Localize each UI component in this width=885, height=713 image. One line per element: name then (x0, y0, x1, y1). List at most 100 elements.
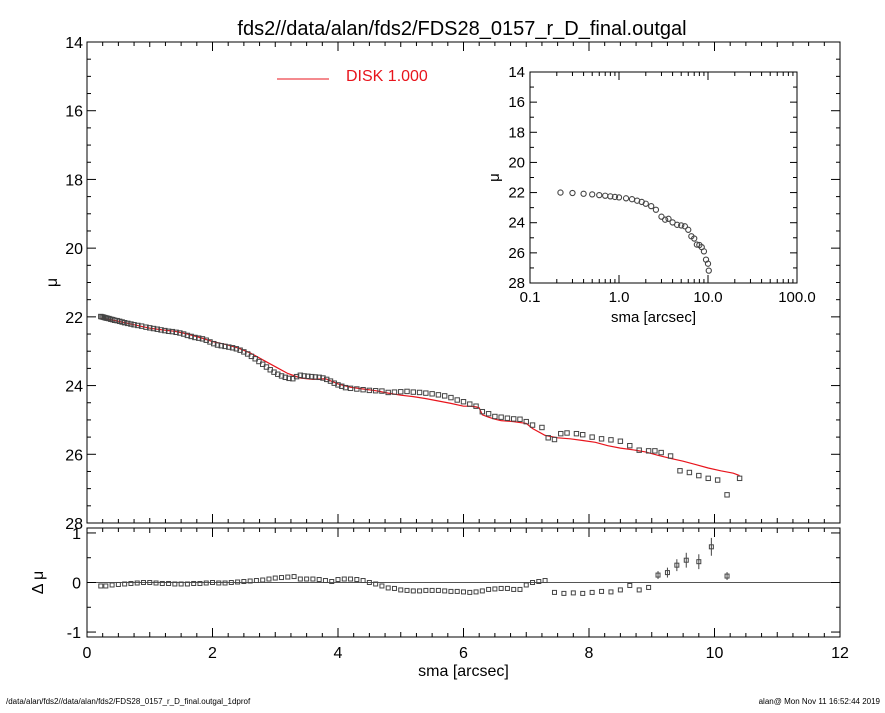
data-point-marker (169, 328, 176, 335)
residual-point-marker (724, 573, 730, 579)
residual-y-tick-label: 0 (72, 576, 81, 593)
residual-point-marker (627, 582, 633, 588)
data-point-marker (135, 322, 141, 329)
main-y-axis-label: μ (44, 278, 61, 287)
data-point-marker (658, 449, 664, 456)
residual-point-marker (517, 586, 523, 592)
data-point-marker (523, 418, 529, 425)
data-point-marker (297, 372, 304, 378)
residual-point-marker (122, 581, 128, 587)
inset-data-marker (681, 223, 689, 230)
data-point-marker (498, 414, 504, 420)
residual-point-marker (172, 581, 178, 587)
data-point-marker (301, 373, 307, 379)
data-point-marker (724, 492, 730, 498)
residual-point-marker (272, 575, 278, 581)
inset-x-tick-label: 0.1 (520, 289, 541, 306)
data-point-marker (252, 356, 258, 362)
residual-point-marker (404, 587, 410, 593)
x-tick-label: 10 (706, 645, 724, 662)
data-point-marker (379, 388, 385, 394)
inset-data-marker (557, 189, 564, 196)
data-point-marker (260, 361, 266, 367)
residual-point-marker (617, 587, 623, 593)
data-point-marker (158, 327, 164, 333)
inset-background (478, 62, 811, 333)
data-point-marker (686, 469, 693, 476)
data-point-marker (339, 383, 345, 389)
main-y-tick-label: 22 (65, 310, 83, 327)
data-point-marker (608, 437, 614, 443)
residual-point-marker (216, 580, 222, 586)
residual-point-marker (115, 581, 121, 587)
data-point-marker (354, 386, 360, 392)
data-point-marker (551, 436, 558, 443)
inset-data-marker (589, 191, 596, 198)
residual-point-marker (454, 588, 460, 594)
data-point-marker (366, 387, 373, 394)
data-point-marker (398, 389, 404, 395)
residual-point-marker (228, 580, 234, 585)
data-point-marker (558, 430, 564, 437)
data-point-marker (598, 436, 605, 442)
inset-y-tick-label: 14 (508, 64, 525, 81)
data-point-marker (286, 375, 292, 382)
inset-y-tick-label: 20 (508, 154, 525, 171)
residual-point-marker (109, 582, 115, 588)
data-point-marker (218, 343, 224, 349)
data-point-marker (184, 332, 191, 339)
data-point-marker (154, 326, 160, 332)
residual-point-marker (266, 576, 272, 582)
residual-point-marker (360, 578, 366, 584)
data-point-marker (165, 328, 172, 334)
data-point-marker (564, 430, 570, 436)
residual-point-marker (304, 576, 310, 582)
residual-point-marker (322, 578, 328, 584)
residual-point-marker (385, 585, 391, 591)
inset-data-marker (678, 222, 685, 229)
residual-point-marker (310, 576, 316, 582)
inset-y-tick-label: 28 (508, 275, 525, 292)
residual-point-marker (235, 579, 241, 585)
residual-point-marker (479, 588, 485, 594)
data-point-marker (173, 329, 179, 336)
main-y-tick-label: 18 (65, 172, 83, 189)
residual-point-marker (492, 586, 498, 592)
data-point-marker (429, 391, 435, 397)
data-point-marker (222, 343, 228, 350)
residual-point-marker (486, 586, 492, 592)
residual-point-marker (536, 579, 542, 585)
inset-data-marker (607, 193, 614, 200)
data-point-marker (677, 468, 683, 474)
data-point-marker (195, 335, 202, 341)
residual-point-marker (153, 580, 159, 586)
data-point-marker (293, 373, 300, 380)
data-point-marker (410, 389, 417, 395)
residual-point-marker (511, 586, 517, 592)
residual-point-marker (398, 587, 404, 593)
residual-point-marker (191, 580, 197, 586)
residual-point-marker (291, 574, 297, 580)
residual-point-marker (461, 589, 466, 595)
residual-point-marker (379, 583, 385, 589)
residual-point-marker (410, 588, 416, 594)
data-point-marker (372, 388, 379, 394)
data-point-marker (305, 373, 311, 379)
residual-point-marker (674, 562, 680, 568)
residual-point-marker (435, 587, 441, 593)
residual-point-marker (683, 557, 689, 563)
data-point-marker (312, 374, 319, 380)
footer-timestamp: alan@ Mon Nov 11 16:52:44 2019 (758, 697, 880, 706)
inset-y-tick-label: 22 (508, 185, 525, 202)
data-point-marker (589, 434, 595, 440)
x-tick-label: 2 (208, 645, 217, 662)
data-point-marker (125, 320, 131, 327)
residual-point-marker (473, 589, 479, 595)
data-point-marker (211, 340, 217, 347)
residual-point-marker (636, 587, 642, 593)
residual-point-marker (696, 559, 702, 565)
residual-point-marker (498, 585, 504, 591)
residual-point-marker (523, 582, 529, 588)
residual-point-marker (103, 583, 109, 589)
